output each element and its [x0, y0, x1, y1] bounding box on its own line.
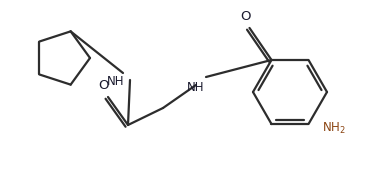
Text: NH$_2$: NH$_2$ [323, 120, 346, 136]
Text: O: O [240, 10, 251, 23]
Text: O: O [98, 79, 108, 92]
Text: NH: NH [107, 75, 125, 88]
Text: NH: NH [187, 81, 205, 94]
